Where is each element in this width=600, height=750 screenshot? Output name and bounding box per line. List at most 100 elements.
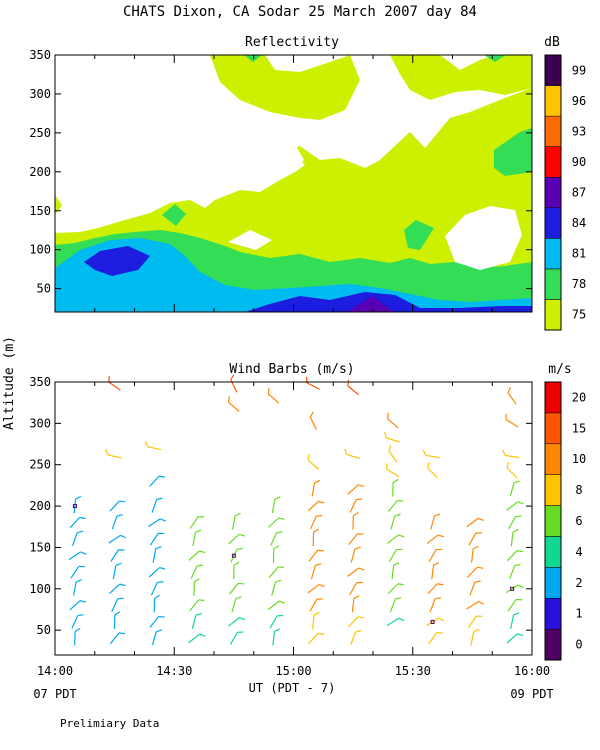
wind-barb [150, 581, 164, 596]
wind-barb [386, 617, 405, 627]
wind-barb [427, 462, 438, 479]
wind-barb [350, 546, 361, 563]
wind-barb [228, 533, 245, 545]
reflectivity-region-78 [404, 220, 434, 250]
wind-barb [387, 583, 404, 595]
wind-barb [469, 580, 481, 596]
x-tick-label: 14:30 [156, 664, 192, 678]
wind-barb [350, 630, 362, 646]
wind-barb [386, 463, 400, 478]
wind-barb [109, 583, 126, 594]
colorbar-label: 93 [572, 124, 586, 138]
colorbar-swatch [544, 238, 562, 270]
colorbar-swatch [544, 536, 562, 568]
wind-barb [307, 500, 325, 512]
colorbar-swatch [544, 443, 562, 475]
wind-axes: 50 100 150 200 250 300 350 14:00 14:30 15:00 15:30… [29, 375, 550, 678]
wind-barb [109, 500, 126, 512]
wind-barb [190, 564, 204, 579]
wind-barb [191, 612, 202, 629]
reflectivity-title: Reflectivity [245, 35, 339, 50]
colorbar-swatch [544, 381, 562, 414]
wind-barb [229, 582, 245, 595]
reflectivity-plot [55, 55, 532, 312]
wind-barb [312, 528, 320, 547]
wind-barb [149, 475, 166, 487]
calm-marker [231, 553, 236, 558]
wind-barb [508, 515, 522, 530]
colorbar-swatch [544, 299, 562, 331]
wind-barb [188, 550, 206, 561]
colorbar-label: 87 [572, 186, 586, 200]
wind-barb [390, 513, 401, 530]
colorbar-label: 75 [572, 308, 586, 322]
wind-barb [112, 562, 122, 580]
wind-barb [509, 563, 521, 580]
wind-barb [386, 534, 405, 544]
wind-barb [384, 431, 400, 443]
wind-barb [189, 599, 205, 612]
reflectivity-region-78 [484, 55, 506, 62]
reflectivity-region-84 [84, 246, 150, 276]
colorbar-label: 15 [572, 421, 586, 435]
wind-barb [227, 396, 240, 412]
wind-barb [268, 566, 285, 579]
wind-barb [189, 516, 204, 529]
wind-barb [466, 517, 484, 528]
colorbar-swatch [544, 628, 562, 661]
wind-barb [389, 596, 402, 613]
reflectivity-colorbar: 75 78 81 84 87 90 93 96 99 [544, 54, 586, 331]
wind-barb [506, 550, 523, 562]
wind-barb [188, 633, 206, 644]
wind-barb [388, 444, 398, 463]
wind-barb [428, 548, 443, 563]
wind-barb [73, 579, 82, 596]
wind-barb [71, 614, 84, 629]
wind-barb [309, 598, 323, 612]
reflectivity-gap [445, 206, 522, 270]
reflectivity-region-87 [348, 296, 394, 312]
colorbar-swatch [544, 115, 562, 147]
x-axis-label: UT (PDT - 7) [249, 681, 336, 695]
colorbar-label: 96 [572, 94, 586, 108]
wind-barb [392, 478, 399, 497]
footer-note: Prelimiary Data [60, 717, 159, 730]
colorbar-swatch [544, 207, 562, 239]
colorbar-swatch [544, 54, 562, 86]
wind-barb [468, 532, 482, 546]
wind-barb [113, 611, 121, 629]
colorbar-swatch [544, 146, 562, 178]
wind-colorbar: 0 1 2 4 6 8 10 15 20 [544, 381, 586, 661]
colorbar-swatch [544, 474, 562, 506]
y-tick-label: 300 [29, 87, 51, 101]
wind-barb [110, 549, 125, 562]
wind-barb [272, 545, 280, 563]
wind-barb [310, 563, 322, 580]
wind-barb [230, 547, 243, 563]
wind-barb [470, 628, 480, 646]
reflectivity-region-75 [55, 195, 62, 215]
wind-barb [267, 387, 280, 404]
wind-barb [74, 627, 81, 646]
wind-unit: m/s [548, 362, 571, 377]
y-tick-label: 250 [29, 458, 51, 472]
wind-barb [148, 566, 166, 578]
wind-barb [149, 615, 165, 628]
wind-barb [470, 545, 479, 563]
wind-barb [111, 597, 124, 612]
reflectivity-gap [288, 146, 304, 168]
page-title: CHATS Dixon, CA Sodar 25 March 2007 day … [123, 4, 477, 20]
wind-barb [109, 632, 126, 645]
wind-barb [429, 596, 442, 613]
wind-barb [270, 531, 283, 546]
y-tick-label: 300 [29, 416, 51, 430]
y-tick-label: 250 [29, 126, 51, 140]
wind-barb [192, 529, 202, 547]
wind-barb [271, 579, 282, 596]
wind-barb [267, 600, 286, 611]
wind-barb [229, 631, 244, 645]
wind-title: Wind Barbs (m/s) [229, 362, 354, 377]
wind-barb [422, 449, 440, 459]
wind-barb [391, 562, 400, 580]
